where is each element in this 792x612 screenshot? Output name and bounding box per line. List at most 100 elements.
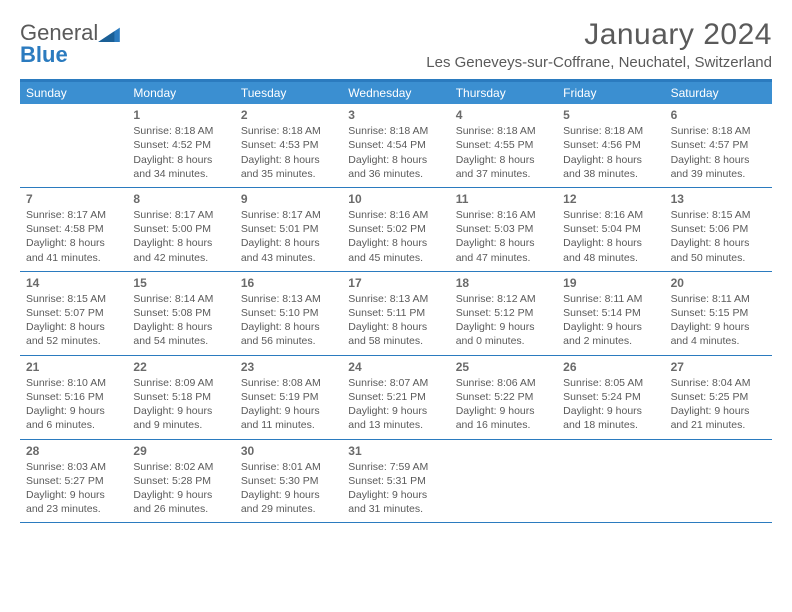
day-info-line: Sunrise: 8:16 AM xyxy=(563,208,658,222)
day-info-line: and 21 minutes. xyxy=(671,418,766,432)
day-info-line: Sunset: 4:52 PM xyxy=(133,138,228,152)
day-info: Sunrise: 8:06 AMSunset: 5:22 PMDaylight:… xyxy=(456,376,551,433)
day-info: Sunrise: 8:17 AMSunset: 5:01 PMDaylight:… xyxy=(241,208,336,265)
day-info-line: and 4 minutes. xyxy=(671,334,766,348)
day-info-line: Daylight: 8 hours xyxy=(456,153,551,167)
day-info-line: and 34 minutes. xyxy=(133,167,228,181)
calendar-day: 29Sunrise: 8:02 AMSunset: 5:28 PMDayligh… xyxy=(127,440,234,523)
day-info-line: Sunrise: 8:14 AM xyxy=(133,292,228,306)
day-info-line: Sunset: 5:01 PM xyxy=(241,222,336,236)
day-info-line: and 52 minutes. xyxy=(26,334,121,348)
day-info-line: Sunset: 5:18 PM xyxy=(133,390,228,404)
day-info-line: Sunrise: 8:18 AM xyxy=(133,124,228,138)
day-info-line: Sunset: 5:21 PM xyxy=(348,390,443,404)
day-info-line: Daylight: 9 hours xyxy=(563,404,658,418)
brand-part2: Blue xyxy=(20,42,68,67)
day-info-line: and 23 minutes. xyxy=(26,502,121,516)
calendar-day: 3Sunrise: 8:18 AMSunset: 4:54 PMDaylight… xyxy=(342,104,449,187)
calendar-day: 15Sunrise: 8:14 AMSunset: 5:08 PMDayligh… xyxy=(127,272,234,355)
day-number: 11 xyxy=(456,191,551,207)
day-info-line: Sunset: 4:58 PM xyxy=(26,222,121,236)
day-info-line: and 37 minutes. xyxy=(456,167,551,181)
day-info-line: Daylight: 8 hours xyxy=(671,236,766,250)
calendar-day: 12Sunrise: 8:16 AMSunset: 5:04 PMDayligh… xyxy=(557,188,664,271)
day-info-line: and 0 minutes. xyxy=(456,334,551,348)
day-info: Sunrise: 8:18 AMSunset: 4:54 PMDaylight:… xyxy=(348,124,443,181)
day-number: 28 xyxy=(26,443,121,459)
day-info: Sunrise: 8:10 AMSunset: 5:16 PMDaylight:… xyxy=(26,376,121,433)
day-info-line: and 58 minutes. xyxy=(348,334,443,348)
day-info: Sunrise: 8:11 AMSunset: 5:14 PMDaylight:… xyxy=(563,292,658,349)
calendar-day: 6Sunrise: 8:18 AMSunset: 4:57 PMDaylight… xyxy=(665,104,772,187)
calendar-day: 10Sunrise: 8:16 AMSunset: 5:02 PMDayligh… xyxy=(342,188,449,271)
day-info-line: and 56 minutes. xyxy=(241,334,336,348)
day-info-line: Sunset: 5:28 PM xyxy=(133,474,228,488)
day-info-line: and 50 minutes. xyxy=(671,251,766,265)
day-info: Sunrise: 8:03 AMSunset: 5:27 PMDaylight:… xyxy=(26,460,121,517)
day-info-line: Sunset: 5:25 PM xyxy=(671,390,766,404)
weekday-header: Sunday Monday Tuesday Wednesday Thursday… xyxy=(20,82,772,104)
day-number: 31 xyxy=(348,443,443,459)
day-info: Sunrise: 8:17 AMSunset: 4:58 PMDaylight:… xyxy=(26,208,121,265)
day-info-line: Sunset: 4:53 PM xyxy=(241,138,336,152)
day-info-line: Sunset: 4:54 PM xyxy=(348,138,443,152)
day-info-line: Daylight: 8 hours xyxy=(241,236,336,250)
day-info-line: Sunset: 5:27 PM xyxy=(26,474,121,488)
calendar-day: 8Sunrise: 8:17 AMSunset: 5:00 PMDaylight… xyxy=(127,188,234,271)
day-info-line: and 47 minutes. xyxy=(456,251,551,265)
brand-text: General Blue xyxy=(20,22,120,66)
day-info-line: Sunrise: 8:11 AM xyxy=(563,292,658,306)
day-info-line: and 42 minutes. xyxy=(133,251,228,265)
day-info-line: Sunrise: 8:10 AM xyxy=(26,376,121,390)
day-info-line: Daylight: 8 hours xyxy=(348,153,443,167)
day-info-line: Daylight: 8 hours xyxy=(563,153,658,167)
day-number: 14 xyxy=(26,275,121,291)
calendar-day: 28Sunrise: 8:03 AMSunset: 5:27 PMDayligh… xyxy=(20,440,127,523)
day-info-line: Daylight: 8 hours xyxy=(348,236,443,250)
day-info-line: Daylight: 9 hours xyxy=(241,488,336,502)
day-info-line: and 45 minutes. xyxy=(348,251,443,265)
day-info-line: Sunrise: 8:15 AM xyxy=(26,292,121,306)
calendar-day: 11Sunrise: 8:16 AMSunset: 5:03 PMDayligh… xyxy=(450,188,557,271)
day-number: 9 xyxy=(241,191,336,207)
day-info-line: Sunrise: 8:08 AM xyxy=(241,376,336,390)
day-info-line: and 43 minutes. xyxy=(241,251,336,265)
day-info: Sunrise: 8:16 AMSunset: 5:03 PMDaylight:… xyxy=(456,208,551,265)
day-info-line: Daylight: 8 hours xyxy=(671,153,766,167)
day-number: 29 xyxy=(133,443,228,459)
weekday-label: Friday xyxy=(557,82,664,104)
day-number: 26 xyxy=(563,359,658,375)
day-info-line: and 31 minutes. xyxy=(348,502,443,516)
day-info-line: Sunrise: 8:18 AM xyxy=(671,124,766,138)
day-info-line: Sunrise: 8:18 AM xyxy=(348,124,443,138)
calendar-day: 2Sunrise: 8:18 AMSunset: 4:53 PMDaylight… xyxy=(235,104,342,187)
day-info-line: and 36 minutes. xyxy=(348,167,443,181)
day-info-line: Sunset: 4:57 PM xyxy=(671,138,766,152)
brand-triangle-icon xyxy=(98,24,120,42)
day-info-line: Sunrise: 8:18 AM xyxy=(563,124,658,138)
day-info-line: Daylight: 9 hours xyxy=(671,404,766,418)
day-info-line: Daylight: 8 hours xyxy=(456,236,551,250)
day-info-line: and 6 minutes. xyxy=(26,418,121,432)
day-info-line: Sunrise: 8:02 AM xyxy=(133,460,228,474)
day-info: Sunrise: 8:15 AMSunset: 5:06 PMDaylight:… xyxy=(671,208,766,265)
day-info: Sunrise: 8:07 AMSunset: 5:21 PMDaylight:… xyxy=(348,376,443,433)
location-text: Les Geneveys-sur-Coffrane, Neuchatel, Sw… xyxy=(426,54,772,71)
day-info-line: Sunset: 5:00 PM xyxy=(133,222,228,236)
day-info: Sunrise: 8:18 AMSunset: 4:57 PMDaylight:… xyxy=(671,124,766,181)
day-number: 19 xyxy=(563,275,658,291)
day-info-line: Sunset: 5:15 PM xyxy=(671,306,766,320)
day-info-line: Sunset: 5:08 PM xyxy=(133,306,228,320)
calendar-day: 20Sunrise: 8:11 AMSunset: 5:15 PMDayligh… xyxy=(665,272,772,355)
weekday-label: Tuesday xyxy=(235,82,342,104)
day-info: Sunrise: 8:13 AMSunset: 5:10 PMDaylight:… xyxy=(241,292,336,349)
day-info-line: Daylight: 9 hours xyxy=(26,488,121,502)
day-info-line: Sunrise: 8:13 AM xyxy=(241,292,336,306)
calendar-day: 9Sunrise: 8:17 AMSunset: 5:01 PMDaylight… xyxy=(235,188,342,271)
day-info-line: Sunset: 5:14 PM xyxy=(563,306,658,320)
calendar-day: 25Sunrise: 8:06 AMSunset: 5:22 PMDayligh… xyxy=(450,356,557,439)
calendar-day: 31Sunrise: 7:59 AMSunset: 5:31 PMDayligh… xyxy=(342,440,449,523)
day-info-line: Sunset: 5:03 PM xyxy=(456,222,551,236)
calendar-day: 5Sunrise: 8:18 AMSunset: 4:56 PMDaylight… xyxy=(557,104,664,187)
calendar-day: 23Sunrise: 8:08 AMSunset: 5:19 PMDayligh… xyxy=(235,356,342,439)
